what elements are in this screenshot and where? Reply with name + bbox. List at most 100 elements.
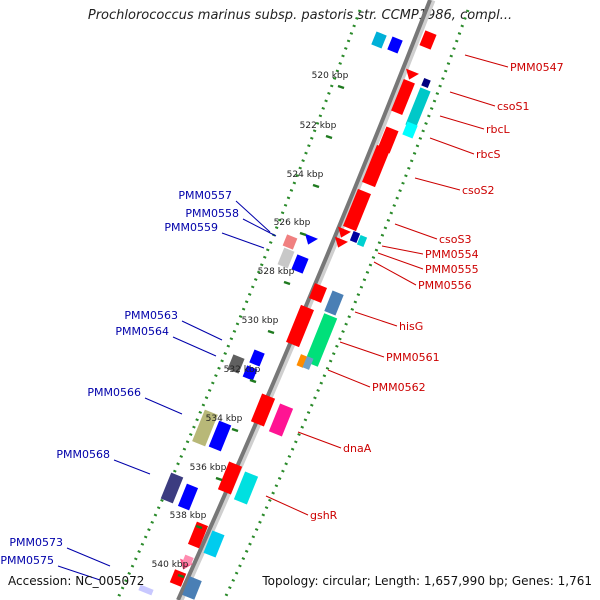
gene-label-dnaa[interactable]: dnaA bbox=[343, 442, 372, 455]
gene-block[interactable] bbox=[304, 313, 338, 367]
topology-summary: Topology: circular; Length: 1,657,990 bp… bbox=[262, 574, 592, 588]
gene-block[interactable] bbox=[391, 78, 415, 116]
accession-text: Accession: NC_005072 bbox=[8, 574, 145, 588]
gene-arrow[interactable] bbox=[302, 233, 318, 248]
gene-label-pmm0556[interactable]: PMM0556 bbox=[418, 279, 472, 292]
scale-label: 524 kbp bbox=[287, 170, 324, 180]
gene-block[interactable] bbox=[324, 290, 344, 316]
scale-label: 534 kbp bbox=[206, 414, 243, 424]
gene-block[interactable] bbox=[282, 234, 298, 250]
leader-line bbox=[144, 397, 183, 415]
gene-label-pmm0547[interactable]: PMM0547 bbox=[510, 61, 564, 74]
gene-block[interactable] bbox=[421, 77, 431, 89]
leader-line bbox=[464, 54, 509, 68]
scale-tick bbox=[337, 84, 345, 90]
gene-block[interactable] bbox=[343, 188, 371, 232]
leader-line bbox=[297, 431, 342, 449]
gene-block[interactable] bbox=[387, 36, 403, 54]
gene-block[interactable] bbox=[405, 87, 431, 129]
gene-block[interactable] bbox=[286, 304, 314, 348]
leader-line bbox=[66, 547, 111, 567]
scale-tick bbox=[267, 329, 275, 335]
leader-line bbox=[327, 369, 371, 388]
gene-label-csos2[interactable]: csoS2 bbox=[462, 184, 495, 197]
gene-block[interactable] bbox=[169, 569, 187, 587]
gene-label-rbcl[interactable]: rbcL bbox=[486, 123, 511, 136]
gene-block[interactable] bbox=[291, 254, 309, 274]
gene-label-pmm0557[interactable]: PMM0557 bbox=[178, 189, 232, 202]
scale-tick bbox=[195, 524, 203, 530]
leader-line bbox=[113, 459, 151, 475]
scale-tick bbox=[299, 231, 307, 237]
leader-line bbox=[235, 200, 271, 233]
scale-label: 520 kbp bbox=[312, 71, 349, 81]
gene-block[interactable] bbox=[242, 365, 258, 381]
scale-label: 536 kbp bbox=[190, 463, 227, 473]
gene-label-pmm0558[interactable]: PMM0558 bbox=[185, 207, 239, 220]
scale-label: 532 kbp bbox=[224, 365, 261, 375]
scale-label: 538 kbp bbox=[170, 511, 207, 521]
gene-block[interactable] bbox=[419, 30, 437, 50]
gene-block[interactable] bbox=[249, 349, 265, 367]
gene-label-pmm0563[interactable]: PMM0563 bbox=[124, 309, 178, 322]
gene-block[interactable] bbox=[296, 354, 308, 368]
gene-block[interactable] bbox=[217, 461, 243, 495]
gene-block[interactable] bbox=[356, 235, 368, 247]
leader-line bbox=[377, 252, 424, 270]
gene-block[interactable] bbox=[187, 521, 209, 549]
scale-tick bbox=[249, 378, 257, 384]
gene-arrow[interactable] bbox=[403, 68, 419, 83]
scale-tick bbox=[177, 573, 185, 579]
gene-block[interactable] bbox=[227, 354, 245, 374]
gene-arrow[interactable] bbox=[332, 236, 348, 251]
scale-tick bbox=[283, 280, 291, 286]
gene-block[interactable] bbox=[182, 576, 202, 600]
leader-line bbox=[439, 115, 485, 130]
gene-block[interactable] bbox=[349, 231, 361, 243]
gene-block[interactable] bbox=[192, 409, 218, 447]
genome-backbone-core bbox=[176, 0, 432, 600]
scale-label: 530 kbp bbox=[242, 316, 279, 326]
scale-tick bbox=[231, 427, 239, 433]
gene-block[interactable] bbox=[402, 121, 418, 139]
gene-label-hisg[interactable]: hisG bbox=[399, 320, 423, 333]
gene-arrow[interactable] bbox=[335, 226, 351, 241]
gene-label-rbcs[interactable]: rbcS bbox=[476, 148, 501, 161]
gene-block[interactable] bbox=[277, 247, 295, 269]
gene-block[interactable] bbox=[377, 126, 399, 154]
gene-block[interactable] bbox=[182, 554, 194, 566]
gene-block[interactable] bbox=[233, 471, 259, 505]
gene-label-pmm0562[interactable]: PMM0562 bbox=[372, 381, 426, 394]
gene-label-pmm0559[interactable]: PMM0559 bbox=[164, 221, 218, 234]
scale-tick bbox=[325, 134, 333, 140]
gene-label-pmm0561[interactable]: PMM0561 bbox=[386, 351, 440, 364]
gene-label-pmm0566[interactable]: PMM0566 bbox=[87, 386, 141, 399]
gene-label-pmm0555[interactable]: PMM0555 bbox=[425, 263, 479, 276]
scale-tick bbox=[312, 183, 320, 189]
gene-label-pmm0573[interactable]: PMM0573 bbox=[9, 536, 63, 549]
gene-label-csos3[interactable]: csoS3 bbox=[439, 233, 472, 246]
gene-label-csos1[interactable]: csoS1 bbox=[497, 100, 530, 113]
gene-label-gshr[interactable]: gshR bbox=[310, 509, 338, 522]
scale-label: 528 kbp bbox=[258, 267, 295, 277]
gene-block[interactable] bbox=[208, 420, 232, 452]
gene-block[interactable] bbox=[177, 483, 199, 511]
leader-line bbox=[172, 336, 217, 357]
outer-tick-track bbox=[223, 9, 470, 599]
gene-label-pmm0564[interactable]: PMM0564 bbox=[115, 325, 169, 338]
gene-block[interactable] bbox=[362, 144, 390, 188]
gene-block[interactable] bbox=[308, 283, 328, 303]
gene-block[interactable] bbox=[203, 530, 225, 558]
gene-block[interactable] bbox=[160, 472, 184, 504]
gene-block[interactable] bbox=[268, 403, 294, 437]
scale-label: 526 kbp bbox=[274, 218, 311, 228]
gene-label-pmm0568[interactable]: PMM0568 bbox=[56, 448, 110, 461]
gene-label-pmm0575[interactable]: PMM0575 bbox=[0, 554, 54, 567]
gene-block[interactable] bbox=[138, 584, 154, 596]
gene-block[interactable] bbox=[250, 393, 276, 427]
leader-line bbox=[221, 232, 265, 249]
gene-block[interactable] bbox=[371, 31, 387, 49]
gene-block[interactable] bbox=[302, 356, 314, 370]
gene-label-pmm0554[interactable]: PMM0554 bbox=[425, 248, 479, 261]
